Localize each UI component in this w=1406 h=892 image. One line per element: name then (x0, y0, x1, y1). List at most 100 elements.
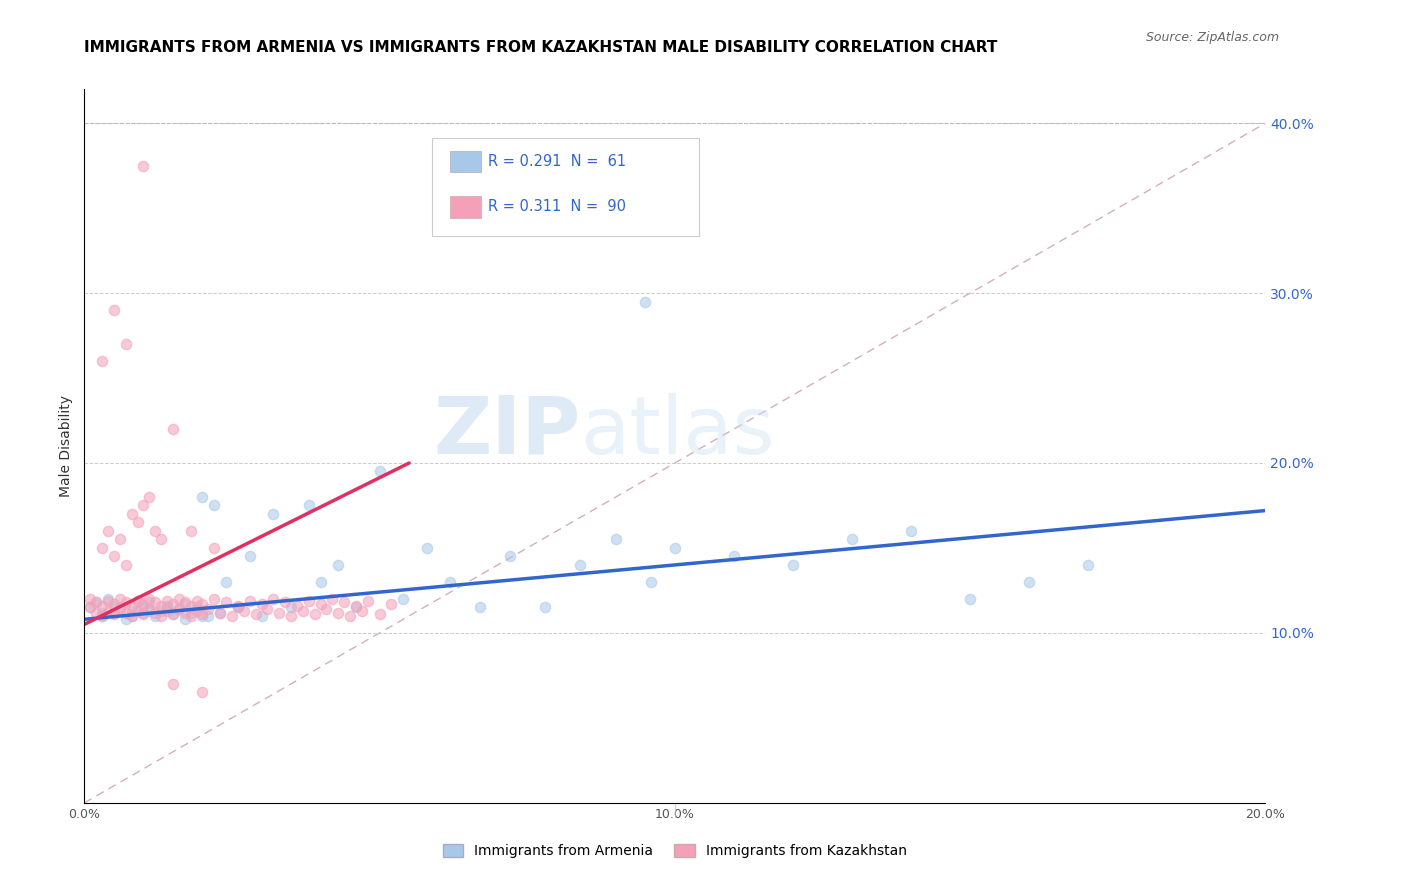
Point (162, 607, 184, 622)
Point (121, 608, 143, 623)
Point (97, 524, 120, 538)
Legend: Immigrants from Armenia, Immigrants from Kazakhstan: Immigrants from Armenia, Immigrants from… (437, 838, 912, 863)
Point (202, 499, 225, 513)
Point (97, 591, 120, 606)
Point (173, 612, 195, 626)
Point (239, 593, 262, 607)
Point (534, 600, 557, 615)
Point (79, 600, 101, 615)
Point (315, 602, 337, 616)
Text: IMMIGRANTS FROM ARMENIA VS IMMIGRANTS FROM KAZAKHSTAN MALE DISABILITY CORRELATIO: IMMIGRANTS FROM ARMENIA VS IMMIGRANTS FR… (84, 40, 998, 55)
Point (291, 604, 314, 618)
Point (156, 604, 179, 618)
Point (103, 597, 125, 611)
Point (191, 490, 214, 504)
Point (121, 507, 143, 521)
Point (162, 422, 184, 436)
Point (114, 558, 136, 572)
Point (569, 558, 592, 572)
Point (274, 595, 297, 609)
Point (215, 595, 238, 609)
Point (127, 593, 149, 607)
Point (91, 354, 114, 368)
Point (156, 600, 179, 615)
Point (226, 600, 249, 615)
Point (132, 597, 155, 611)
Point (114, 606, 136, 620)
Point (127, 593, 149, 607)
Point (127, 516, 149, 530)
Point (127, 604, 149, 618)
Point (959, 591, 981, 606)
Point (173, 597, 195, 611)
Point (298, 499, 321, 513)
Point (250, 608, 273, 623)
Point (132, 600, 155, 615)
Point (191, 607, 214, 622)
Point (114, 337, 136, 351)
Point (143, 595, 166, 609)
Point (138, 595, 160, 609)
Point (180, 599, 202, 613)
Text: Source: ZipAtlas.com: Source: ZipAtlas.com (1146, 31, 1279, 45)
Point (262, 507, 284, 521)
Point (285, 599, 308, 613)
Point (156, 593, 179, 607)
Point (245, 607, 267, 622)
Point (132, 159, 155, 173)
Point (150, 604, 173, 618)
Point (103, 607, 125, 622)
Point (368, 465, 391, 479)
Point (173, 595, 195, 609)
Point (103, 606, 125, 620)
Point (333, 595, 356, 609)
Point (180, 524, 202, 538)
Point (103, 303, 125, 318)
Point (108, 600, 131, 615)
Point (143, 608, 166, 623)
Point (162, 597, 184, 611)
Point (468, 600, 491, 615)
Point (215, 574, 238, 589)
Point (91, 608, 114, 623)
Point (202, 591, 225, 606)
Point (138, 602, 160, 616)
Point (380, 597, 402, 611)
Point (226, 600, 249, 615)
Text: R = 0.291  N =  61: R = 0.291 N = 61 (488, 154, 626, 169)
Point (84, 595, 107, 609)
Point (344, 599, 367, 613)
Point (202, 541, 225, 555)
Point (138, 591, 160, 606)
Point (103, 549, 125, 564)
Point (640, 574, 662, 589)
Point (97, 593, 120, 607)
Text: atlas: atlas (581, 392, 775, 471)
Point (304, 607, 326, 622)
Point (256, 602, 278, 616)
Point (132, 607, 155, 622)
Point (173, 606, 195, 620)
Point (328, 606, 350, 620)
Point (634, 294, 657, 309)
Point (156, 599, 179, 613)
Point (143, 606, 166, 620)
Point (269, 606, 291, 620)
Point (132, 499, 155, 513)
Text: R = 0.311  N =  90: R = 0.311 N = 90 (488, 200, 626, 214)
Point (250, 597, 273, 611)
Point (108, 533, 131, 547)
Point (121, 604, 143, 618)
Point (321, 591, 343, 606)
Point (350, 604, 373, 618)
Point (209, 606, 232, 620)
Point (162, 607, 184, 622)
Point (150, 533, 173, 547)
Point (239, 549, 262, 564)
Point (91, 541, 114, 555)
Point (180, 608, 202, 623)
Point (191, 608, 214, 623)
Point (97, 604, 120, 618)
Point (150, 608, 173, 623)
Point (186, 604, 208, 618)
